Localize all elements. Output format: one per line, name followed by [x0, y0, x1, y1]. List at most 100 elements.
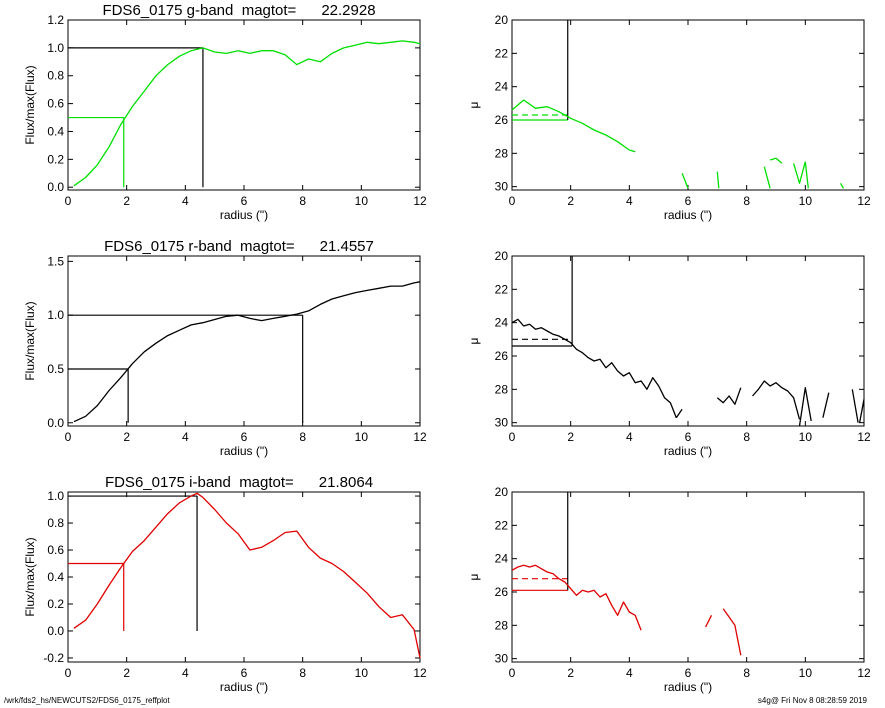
y-tick-label: 0.8 — [47, 69, 64, 83]
plot-frame — [511, 255, 865, 427]
panel-i-band-growth: 0 2 4 6 8 10 12 -0.2 0.0 0.2 0.4 0.6 0.8 1.0 radius ("… — [23, 474, 427, 694]
y-tick-label: 0.2 — [47, 597, 64, 611]
y-tick-label: 0.5 — [47, 362, 64, 376]
x-tick-label: 12 — [413, 194, 427, 208]
x-tick-label: 8 — [743, 430, 750, 444]
plot-frame — [511, 19, 865, 191]
y-tick-label: 28 — [495, 146, 509, 160]
x-tick-label: 0 — [65, 430, 72, 444]
x-tick-label: 2 — [123, 666, 130, 680]
x-tick-label: 8 — [743, 666, 750, 680]
y-tick-label: 1.5 — [47, 254, 64, 268]
data-series-line — [716, 171, 720, 189]
x-tick-label: 12 — [857, 666, 871, 680]
y-tick-label: -0.2 — [43, 651, 64, 665]
footer-timestamp: s4g@ Fri Nov 8 08:28:59 2019 — [757, 696, 867, 705]
x-tick-label: 6 — [241, 194, 248, 208]
data-series-line — [511, 99, 636, 153]
y-tick-label: 20 — [495, 13, 509, 27]
data-series-line — [858, 399, 865, 423]
data-series-line — [73, 281, 421, 423]
x-tick-label: 0 — [65, 666, 72, 680]
x-axis-label: radius (") — [220, 680, 268, 694]
footer-path: /wrk/fds2_hs/NEWCUTS2/FDS6_0175_reffplot — [4, 696, 170, 705]
y-tick-label: 28 — [495, 382, 509, 396]
x-tick-label: 0 — [65, 194, 72, 208]
y-tick-label: 22 — [495, 518, 509, 532]
y-tick-label: 0.8 — [47, 516, 64, 530]
y-tick-label: 22 — [495, 282, 509, 296]
x-tick-label: 8 — [299, 666, 306, 680]
data-series-line — [792, 161, 806, 184]
x-tick-label: 2 — [123, 430, 130, 444]
y-tick-label: 0.0 — [47, 624, 64, 638]
data-series-line — [752, 380, 801, 420]
x-tick-label: 6 — [685, 194, 692, 208]
y-tick-label: 30 — [495, 180, 509, 194]
x-axis-label: radius (") — [220, 444, 268, 458]
y-tick-label: 26 — [495, 349, 509, 363]
x-tick-label: 4 — [182, 430, 189, 444]
x-tick-label: 4 — [626, 666, 633, 680]
y-tick-label: 24 — [495, 552, 509, 566]
y-tick-label: 26 — [495, 113, 509, 127]
panel-title: FDS6_0175 i-band magtot= 21.8064 — [105, 474, 373, 491]
x-tick-label: 2 — [567, 666, 574, 680]
y-tick-label: 20 — [495, 249, 509, 263]
x-tick-label: 10 — [799, 194, 813, 208]
y-tick-label: 0.0 — [47, 180, 64, 194]
y-tick-label: 1.0 — [47, 489, 64, 503]
y-tick-label: 1.2 — [47, 13, 64, 27]
y-axis-label: Flux/max(Flux) — [23, 301, 37, 380]
data-series-line — [822, 392, 830, 418]
y-tick-label: 20 — [495, 485, 509, 499]
y-tick-label: 1.0 — [47, 41, 64, 55]
y-tick-label: 0.4 — [47, 570, 64, 584]
data-series-line — [769, 157, 783, 164]
data-series-line — [73, 40, 421, 187]
x-axis-label: radius (") — [664, 680, 712, 694]
y-tick-label: 30 — [495, 652, 509, 666]
x-tick-label: 4 — [182, 194, 189, 208]
y-tick-label: 24 — [495, 80, 509, 94]
x-tick-label: 0 — [509, 430, 516, 444]
x-tick-label: 2 — [567, 430, 574, 444]
x-tick-label: 0 — [509, 666, 516, 680]
x-tick-label: 10 — [799, 666, 813, 680]
y-tick-label: 0.0 — [47, 416, 64, 430]
x-tick-label: 8 — [299, 430, 306, 444]
data-series-line — [705, 615, 713, 628]
y-tick-label: 22 — [495, 46, 509, 60]
panel-g-band-growth: 0 2 4 6 8 10 12 0.0 0.2 0.4 0.6 0.8 1.0 1.2 radius (")… — [23, 2, 427, 222]
data-series-line — [839, 182, 845, 189]
y-tick-label: 28 — [495, 618, 509, 632]
data-series-line — [511, 318, 677, 418]
x-tick-label: 12 — [413, 430, 427, 444]
x-tick-label: 6 — [241, 430, 248, 444]
data-series-line — [716, 387, 742, 405]
x-axis-label: radius (") — [220, 208, 268, 222]
x-axis-label: radius (") — [664, 208, 712, 222]
panel-title: FDS6_0175 r-band magtot= 21.4557 — [104, 238, 374, 255]
y-tick-label: 0.2 — [47, 152, 64, 166]
y-axis-label: μ — [467, 337, 481, 344]
x-tick-label: 2 — [123, 194, 130, 208]
x-tick-label: 6 — [241, 666, 248, 680]
y-tick-label: 0.6 — [47, 543, 64, 557]
x-tick-label: 10 — [799, 430, 813, 444]
plot-frame — [67, 255, 421, 427]
plot-frame — [67, 19, 421, 191]
x-tick-label: 6 — [685, 666, 692, 680]
panel-title: FDS6_0175 g-band magtot= 22.2928 — [102, 2, 375, 19]
y-axis-label: μ — [467, 573, 481, 580]
data-series-line — [804, 161, 809, 189]
x-tick-label: 8 — [743, 194, 750, 208]
plot-frame — [67, 491, 421, 663]
x-tick-label: 6 — [685, 430, 692, 444]
y-tick-label: 0.6 — [47, 97, 64, 111]
x-tick-label: 4 — [182, 666, 189, 680]
